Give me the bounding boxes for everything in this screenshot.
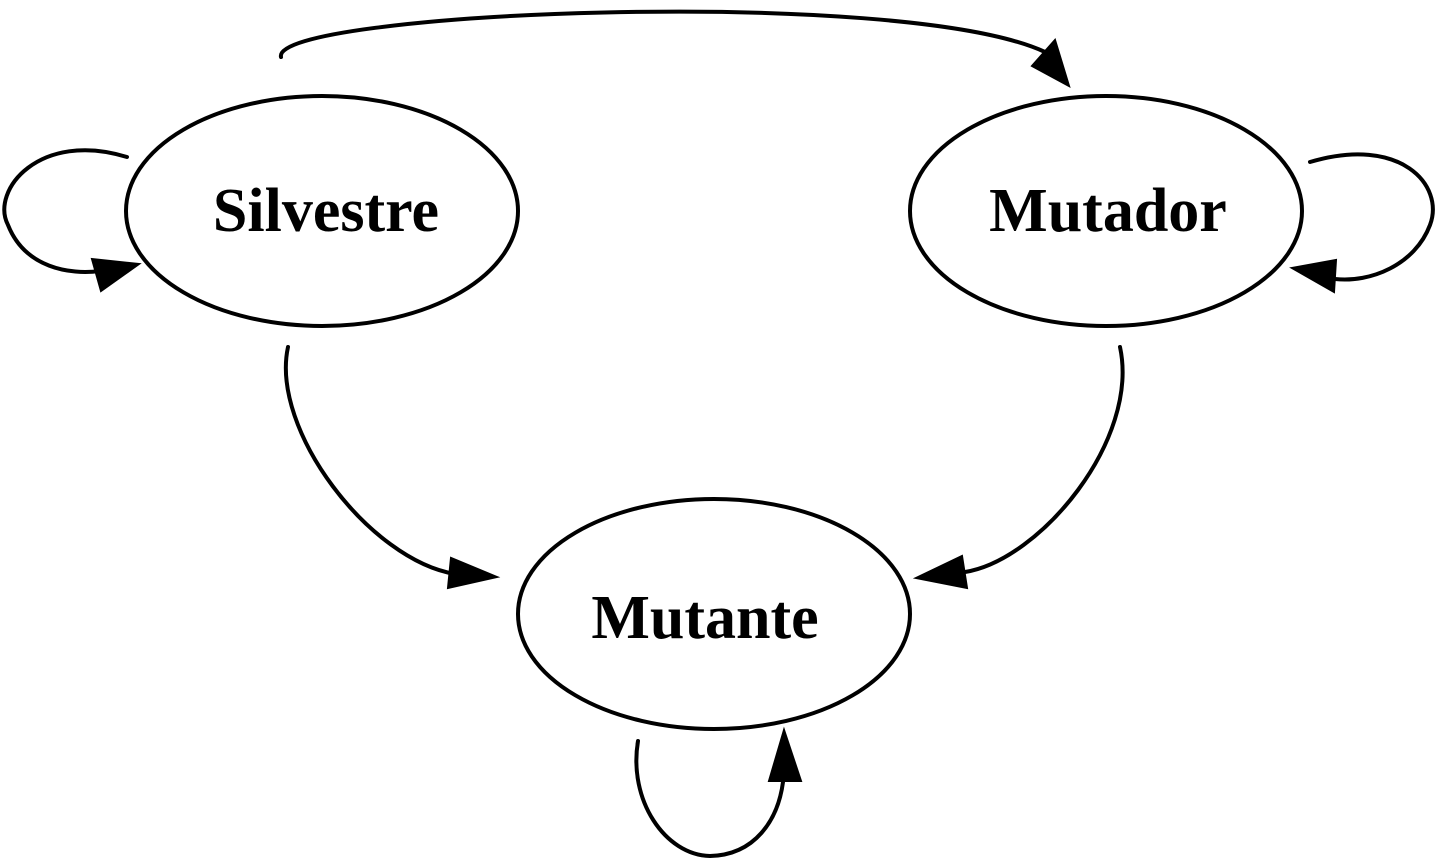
arrowhead-icon [90,257,142,293]
arrowhead-icon [767,726,803,782]
node-ellipse [908,94,1304,328]
arrowhead-icon [912,554,969,590]
edge-line [284,345,457,576]
node-label: Mutante [591,584,818,652]
edge-silvestre-self-loop [2,148,142,293]
edge-line [2,148,129,274]
edge-line [1308,152,1435,282]
edge-mutador-to-mutante [912,345,1125,590]
node-label: Mutador [989,177,1227,245]
arrowhead-icon [446,556,501,590]
node-label: Silvestre [213,177,439,245]
node-ellipse [516,497,912,731]
edge-silvestre-to-mutante [284,345,501,590]
edge-mutador-self-loop [1289,152,1435,294]
edge-line [279,9,1047,59]
node-silvestre[interactable]: Silvestre [124,94,520,328]
node-mutante[interactable]: Mutante [516,497,912,731]
edge-line [634,739,785,859]
node-mutador[interactable]: Mutador [908,94,1304,328]
edge-silvestre-to-mutador [279,9,1071,89]
arrowhead-icon [1030,37,1071,89]
edge-mutante-self-loop [634,726,803,859]
edge-line [963,345,1125,574]
node-ellipse [124,94,520,328]
arrowhead-icon [1289,258,1338,294]
